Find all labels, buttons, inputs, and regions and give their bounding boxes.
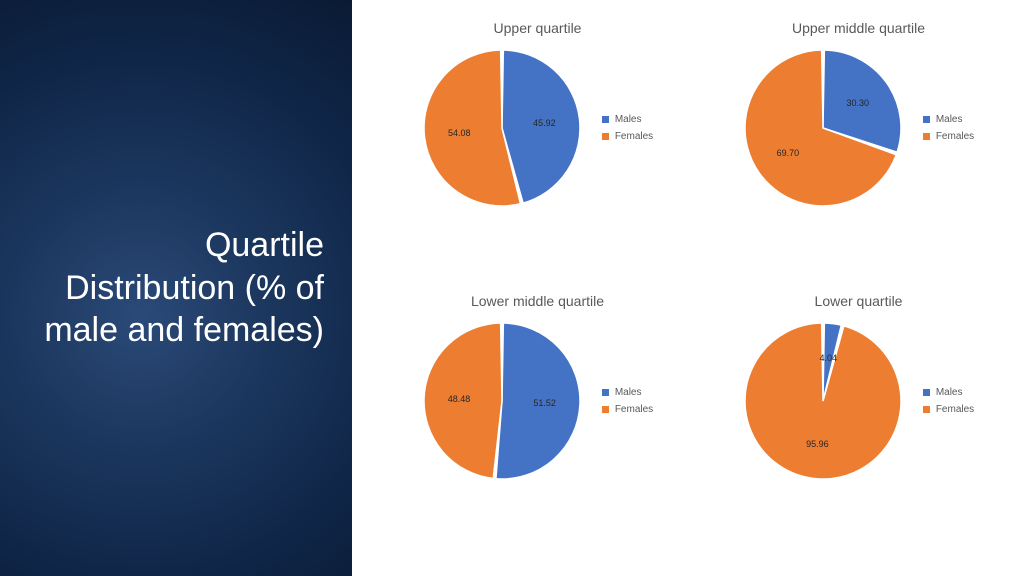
data-label-females: 69.70 bbox=[777, 148, 800, 158]
legend-item-females: Females bbox=[923, 404, 974, 415]
legend-item-males: Males bbox=[923, 114, 974, 125]
chart-lower-quartile: Lower quartile 4.04 95.96 Males Females bbox=[703, 293, 1014, 556]
pie-lower-middle-quartile: 51.52 48.48 bbox=[422, 321, 582, 481]
legend-item-females: Females bbox=[602, 131, 653, 142]
legend-label: Males bbox=[615, 114, 642, 125]
pie-upper-quartile: 45.92 54.08 bbox=[422, 48, 582, 208]
chart-title: Upper middle quartile bbox=[792, 20, 925, 36]
data-label-males: 51.52 bbox=[533, 398, 556, 408]
data-label-females: 54.08 bbox=[448, 128, 471, 138]
legend: Males Females bbox=[923, 387, 974, 415]
swatch-males bbox=[923, 389, 930, 396]
data-label-males: 30.30 bbox=[846, 98, 869, 108]
chart-upper-quartile: Upper quartile 45.92 54.08 Males Females bbox=[382, 20, 693, 283]
chart-row: 30.30 69.70 Males Females bbox=[743, 48, 974, 208]
chart-title: Lower middle quartile bbox=[471, 293, 604, 309]
chart-upper-middle-quartile: Upper middle quartile 30.30 69.70 Males F… bbox=[703, 20, 1014, 283]
legend-label: Females bbox=[936, 131, 974, 142]
legend-label: Females bbox=[615, 404, 653, 415]
legend: Males Females bbox=[602, 114, 653, 142]
data-label-males: 4.04 bbox=[819, 353, 837, 363]
data-label-females: 48.48 bbox=[448, 394, 471, 404]
sidebar-panel: Quartile Distribution (% of male and fem… bbox=[0, 0, 352, 576]
legend-item-males: Males bbox=[602, 114, 653, 125]
legend-item-males: Males bbox=[602, 387, 653, 398]
legend: Males Females bbox=[602, 387, 653, 415]
swatch-females bbox=[602, 133, 609, 140]
swatch-males bbox=[602, 389, 609, 396]
page-title: Quartile Distribution (% of male and fem… bbox=[28, 224, 324, 352]
data-label-males: 45.92 bbox=[533, 118, 556, 128]
swatch-males bbox=[602, 116, 609, 123]
chart-title: Upper quartile bbox=[494, 20, 582, 36]
legend-label: Males bbox=[936, 387, 963, 398]
chart-title: Lower quartile bbox=[815, 293, 903, 309]
swatch-males bbox=[923, 116, 930, 123]
charts-grid: Upper quartile 45.9254.08 Males Females … bbox=[352, 0, 1024, 576]
legend: Males Females bbox=[923, 114, 974, 142]
legend-label: Females bbox=[936, 404, 974, 415]
chart-lower-middle-quartile: Lower middle quartile 51.52 48.48 Males F… bbox=[382, 293, 693, 556]
legend-label: Females bbox=[615, 131, 653, 142]
legend-label: Males bbox=[615, 387, 642, 398]
chart-row: 51.52 48.48 Males Females bbox=[422, 321, 653, 481]
pie-upper-middle-quartile: 30.30 69.70 bbox=[743, 48, 903, 208]
pie-lower-quartile: 4.04 95.96 bbox=[743, 321, 903, 481]
data-label-females: 95.96 bbox=[806, 439, 829, 449]
swatch-females bbox=[602, 406, 609, 413]
slide: Quartile Distribution (% of male and fem… bbox=[0, 0, 1024, 576]
swatch-females bbox=[923, 406, 930, 413]
chart-row: 45.92 54.08 Males Females bbox=[422, 48, 653, 208]
slice-females bbox=[745, 323, 901, 479]
legend-label: Males bbox=[936, 114, 963, 125]
legend-item-females: Females bbox=[923, 131, 974, 142]
legend-item-males: Males bbox=[923, 387, 974, 398]
swatch-females bbox=[923, 133, 930, 140]
chart-row: 4.04 95.96 Males Females bbox=[743, 321, 974, 481]
legend-item-females: Females bbox=[602, 404, 653, 415]
